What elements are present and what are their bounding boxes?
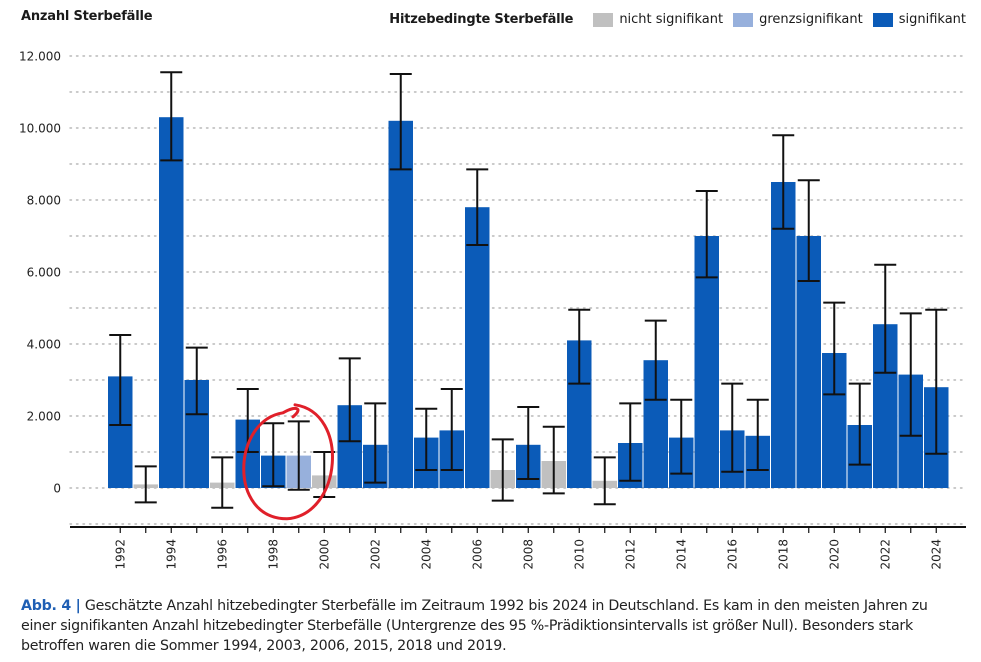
legend-swatch: [593, 12, 614, 27]
x-tick-label: 2010: [572, 539, 586, 570]
bar-2003: [388, 120, 413, 489]
legend-swatch: [733, 12, 754, 27]
legend-item-signifikant: signifikant: [872, 12, 966, 27]
y-tick-label: 4.000: [27, 338, 61, 352]
legend-title: Hitzebedingte Sterbefälle: [389, 12, 574, 27]
x-tick-label: 2014: [674, 539, 688, 570]
legend-label: nicht signifikant: [619, 12, 724, 27]
x-tick-label: 2006: [470, 539, 484, 570]
annotation-circle: [242, 403, 334, 521]
bar-2018: [771, 182, 796, 488]
x-tick-label: 2008: [521, 539, 535, 570]
legend-label: signifikant: [898, 12, 966, 27]
y-tick-label: 6.000: [27, 266, 61, 280]
legend-swatch: [872, 12, 893, 27]
y-axis-title: Anzahl Sterbefälle: [21, 9, 153, 24]
x-tick-label: 1998: [266, 539, 280, 570]
x-axis: 1992 1994 1996 1998 2000 2002 2004 2006 2008 2010…: [70, 526, 966, 570]
x-tick-label: 2002: [368, 539, 382, 570]
y-axis: 0 2.000 4.000 6.000 8.000 10.000 12.000: [19, 50, 61, 496]
bar-1994: [159, 117, 184, 488]
legend: Hitzebedingte Sterbefälle nicht signifik…: [0, 12, 966, 27]
x-tick-label: 1996: [215, 539, 229, 570]
y-tick-label: 0: [53, 482, 61, 496]
x-tick-label: 1992: [113, 539, 127, 570]
x-tick-label: 2016: [725, 539, 739, 570]
x-tick-label: 2018: [776, 539, 790, 570]
error-bars: [109, 71, 948, 509]
legend-item-nicht-signifikant: nicht signifikant: [593, 12, 723, 27]
caption-text: Geschätzte Anzahl hitzebedingter Sterbef…: [21, 598, 928, 654]
bar-2006: [465, 207, 490, 488]
legend-item-grenzsignifikant: grenzsignifikant: [733, 12, 863, 27]
x-tick-label: 1994: [164, 539, 178, 570]
x-tick-label: 2022: [878, 539, 892, 570]
x-tick-label: 2012: [623, 539, 637, 570]
y-tick-label: 12.000: [19, 50, 61, 64]
x-tick-label: 2004: [419, 539, 433, 570]
y-tick-label: 10.000: [19, 122, 61, 136]
y-tick-label: 8.000: [27, 194, 61, 208]
legend-label: grenzsignifikant: [759, 12, 863, 27]
x-tick-label: 2000: [317, 539, 331, 570]
x-tick-label: 2024: [929, 539, 943, 570]
annotation: [242, 403, 334, 521]
y-tick-label: 2.000: [27, 410, 61, 424]
bars: [108, 117, 949, 489]
figure-caption: Abb. 4 | Geschätzte Anzahl hitzebedingte…: [21, 596, 961, 656]
x-tick-label: 2020: [827, 539, 841, 570]
caption-label: Abb. 4 |: [21, 598, 81, 614]
